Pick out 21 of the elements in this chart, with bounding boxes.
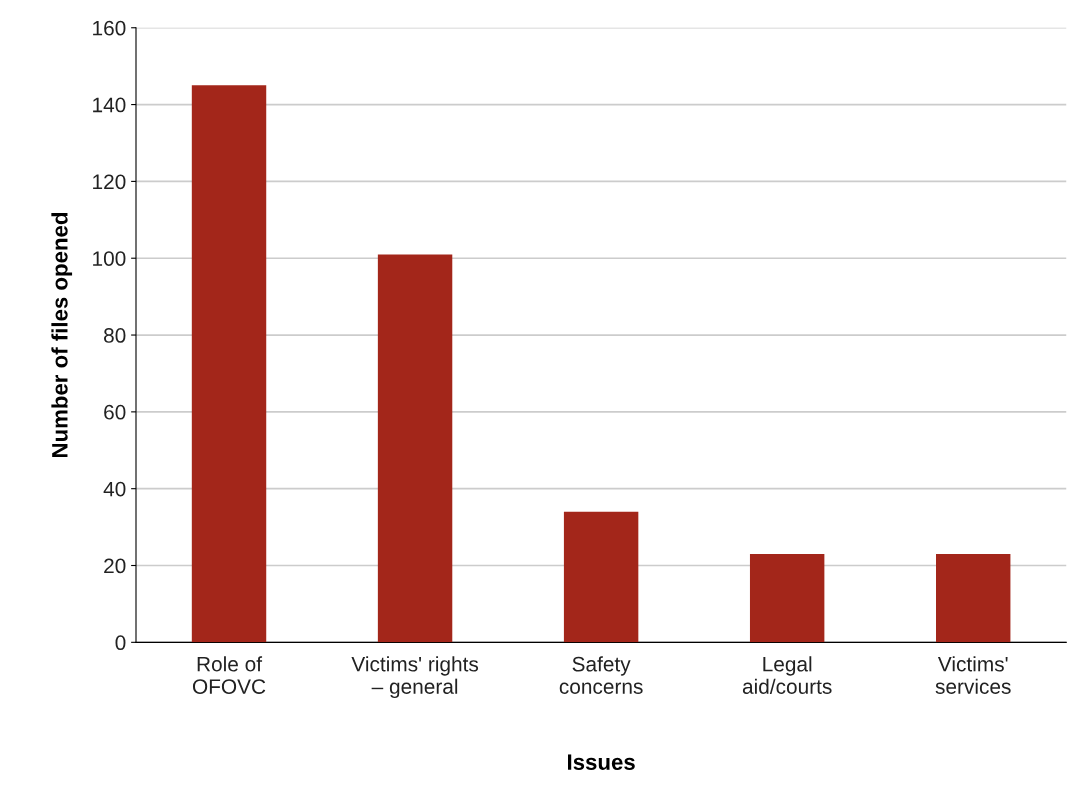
y-tick-label: 20 <box>104 558 126 574</box>
y-tick-label: 160 <box>93 20 126 36</box>
y-axis-title: Number of files opened <box>51 213 73 458</box>
bar <box>936 553 1011 643</box>
y-tick-label: 100 <box>93 251 126 266</box>
x-tick-label: Role of OFOVC <box>192 656 266 694</box>
x-tick-label: Safety concerns <box>559 656 643 694</box>
x-tick-label: Victims' services <box>935 656 1011 694</box>
y-tick-label: 140 <box>93 97 126 113</box>
y-tick-label: 120 <box>93 174 126 190</box>
x-tick-label: Victims' rights – general <box>351 656 479 699</box>
bar <box>377 254 453 643</box>
bar <box>563 511 639 643</box>
bar <box>749 553 825 643</box>
y-tick-label: 40 <box>103 481 126 497</box>
x-axis-title: Issues <box>568 754 635 770</box>
x-tick-label: Legal aid/courts <box>742 656 832 694</box>
y-tick-label: 60 <box>104 404 126 420</box>
bar <box>191 85 267 643</box>
y-tick-label: 0 <box>115 635 126 651</box>
y-tick-label: 80 <box>104 328 126 343</box>
